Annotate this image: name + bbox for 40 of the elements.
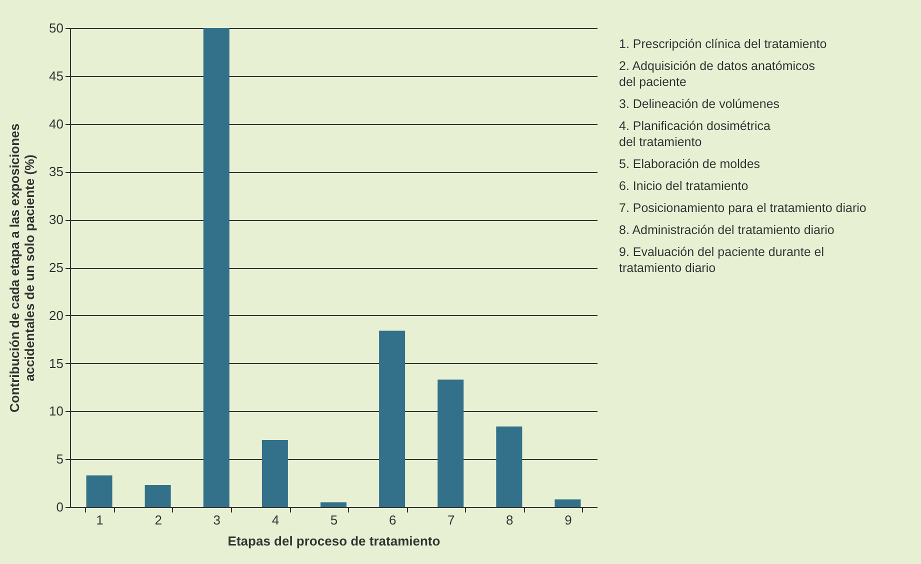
y-tick-label: 15 [49, 356, 64, 371]
bar [379, 330, 406, 507]
bar [320, 502, 346, 507]
x-tick-label: 5 [330, 512, 338, 528]
text: 8. Administración del tratamiento diario [619, 223, 834, 237]
text: 5. Elaboración de moldes [619, 157, 760, 171]
text: 7. Posicionamiento para el tratamiento diario [619, 201, 866, 215]
y-tick-label: 25 [49, 260, 64, 275]
y-tick-label: 5 [56, 452, 64, 467]
x-tick-label: 9 [564, 512, 572, 528]
y-tick-label: 35 [49, 164, 64, 180]
y-tick-label: 50 [49, 20, 64, 36]
bar [554, 499, 581, 507]
bar [86, 475, 112, 507]
text: 6. Inicio del tratamiento [619, 179, 748, 193]
text: 3. Delineación de volúmenes [619, 97, 780, 111]
x-tick-label: 3 [213, 512, 221, 528]
bar [144, 484, 171, 507]
x-tick-label: 1 [96, 512, 104, 528]
text: 9. Evaluación del paciente durante el tratamiento diario [619, 245, 824, 275]
bar [262, 440, 288, 507]
y-tick-label: 10 [49, 404, 64, 419]
y-tick-label: 40 [49, 116, 64, 132]
text: 4. Planificación dosimétrica del tratamiento [619, 119, 771, 149]
x-axis-title: Etapas del proceso de tratamiento [228, 534, 440, 548]
y-tick-label: 45 [49, 68, 64, 84]
y-axis-title: Contribución de cada etapa a las exposiciones accidentales de un solo paciente (%) [7, 124, 38, 412]
x-tick-label: 2 [154, 512, 162, 528]
text: 2. Adquisición de datos anatómicos del paciente [619, 59, 815, 89]
y-tick-label: 20 [49, 308, 64, 323]
bar [438, 380, 464, 507]
bar [496, 426, 522, 507]
y-tick-label: 0 [56, 500, 64, 514]
bar [203, 28, 230, 507]
y-tick-label: 30 [49, 212, 64, 228]
x-tick-label: 7 [447, 512, 455, 528]
x-tick-label: 8 [506, 512, 514, 528]
text: 1. Prescripción clínica del tratamiento [619, 37, 827, 51]
x-tick-label: 4 [272, 512, 280, 528]
x-tick-label: 6 [388, 512, 396, 528]
